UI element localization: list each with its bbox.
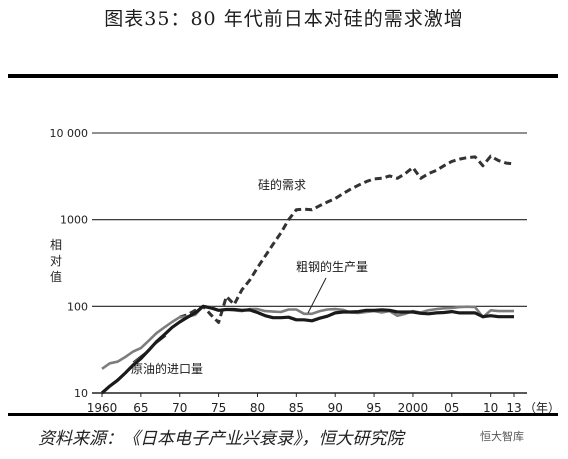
y-axis-label: 相对值 <box>50 238 62 284</box>
x-ticks: 1960 65 70 75 80 85 90 95 2000 05 10 13 （年） <box>87 393 560 415</box>
x-tick-label: 1960 <box>87 401 118 415</box>
x-tick-label: 05 <box>444 401 459 415</box>
top-rule <box>8 74 558 78</box>
x-tick-label: 85 <box>289 401 304 415</box>
x-tick-label: 90 <box>328 401 343 415</box>
x-tick-label: 10 <box>483 401 498 415</box>
figure-title: 图表35：80 年代前日本对硅的需求激增 <box>104 8 464 30</box>
y-tick-label: 100 <box>67 300 88 313</box>
x-tick-label: 2000 <box>398 401 429 415</box>
crude-oil-line <box>100 304 514 395</box>
y-tick-label: 1000 <box>60 214 88 227</box>
x-tick-label: 13 <box>506 401 521 415</box>
x-tick-label: 70 <box>172 401 187 415</box>
x-tick-label: 95 <box>366 401 381 415</box>
x-tick-label: 65 <box>133 401 148 415</box>
silicon-demand-line <box>179 154 515 324</box>
watermark: 恒大智库 <box>480 430 524 443</box>
annotation-silicon-demand: 硅的需求 <box>258 177 306 192</box>
crude-steel-line <box>101 304 514 370</box>
y-ticks: 10 100 1000 10 000 <box>50 127 89 400</box>
annotation-leader <box>132 335 167 363</box>
annotation-leader <box>307 277 327 314</box>
x-tick-label: 75 <box>211 401 226 415</box>
source-note: 资料来源：《日本电子产业兴衰录》，恒大研究院 <box>38 429 404 449</box>
x-unit-label: （年） <box>524 401 560 415</box>
x-tick-label: 80 <box>250 401 265 415</box>
annotation-crude-steel: 粗钢的生产量 <box>296 259 368 274</box>
y-tick-label: 10 000 <box>50 127 89 140</box>
series-lines <box>100 154 515 395</box>
bottom-rule <box>8 413 558 416</box>
y-tick-label: 10 <box>74 387 88 400</box>
annotation-crude-oil: 原油的进口量 <box>131 361 203 376</box>
